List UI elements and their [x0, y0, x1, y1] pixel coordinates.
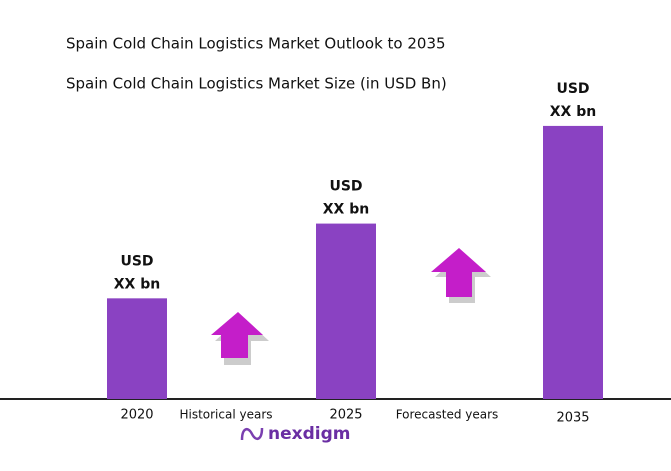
x-tick-label: 2020 — [120, 408, 153, 423]
bar — [316, 223, 376, 399]
annotation: Forecasted years — [396, 408, 499, 422]
bar — [107, 298, 167, 399]
value-label: XX bn — [323, 202, 369, 218]
value-label: XX bn — [114, 276, 160, 292]
chart-subtitle: Spain Cold Chain Logistics Market Size (… — [66, 75, 447, 93]
x-tick-label: 2025 — [329, 408, 362, 423]
annotation: Historical years — [179, 408, 272, 422]
value-label: USD — [556, 81, 589, 97]
bar — [543, 125, 603, 399]
logo: nexdigm — [240, 424, 350, 444]
chart-title: Spain Cold Chain Logistics Market Outloo… — [66, 35, 446, 53]
value-label: XX bn — [550, 104, 596, 120]
arrow-up — [211, 312, 269, 365]
value-label: USD — [120, 253, 153, 269]
value-label: USD — [329, 179, 362, 195]
arrow-up — [431, 248, 491, 303]
logo-text: nexdigm — [268, 424, 350, 444]
x-tick-label: 2035 — [556, 411, 589, 426]
